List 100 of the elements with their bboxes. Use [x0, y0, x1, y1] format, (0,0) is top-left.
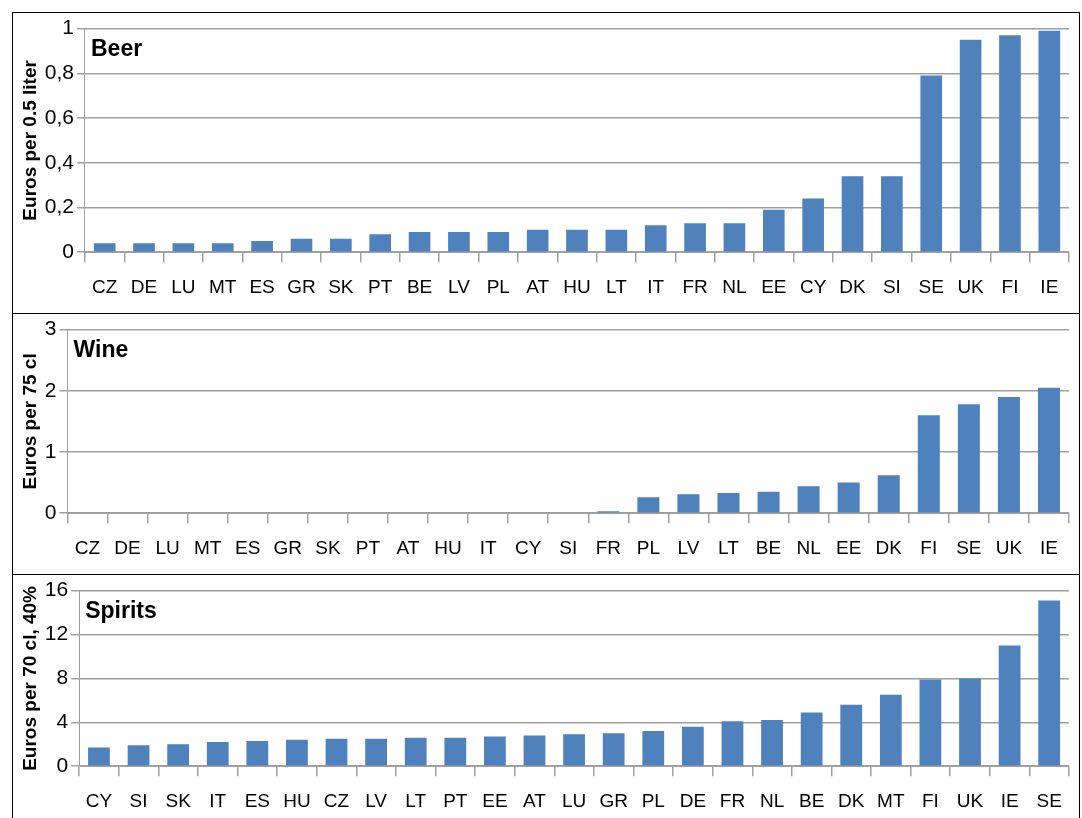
x-tick-label: LU	[561, 789, 587, 811]
x-tick-label: SK	[165, 789, 192, 811]
bar	[1038, 600, 1061, 766]
bar	[757, 491, 780, 513]
y-tick-label: 0,2	[44, 194, 74, 218]
x-tick-label: EE	[482, 789, 508, 811]
bar	[957, 404, 980, 513]
bar	[841, 176, 864, 252]
x-tick-label: CY	[799, 275, 827, 297]
x-tick-label: LT	[605, 275, 628, 297]
x-tick-label: CZ	[323, 789, 350, 811]
bar	[172, 243, 195, 252]
x-tick-label: SK	[315, 536, 341, 558]
bar	[133, 243, 155, 252]
x-tick-label: LU	[155, 536, 180, 558]
x-tick-label: PT	[355, 536, 381, 558]
x-tick-label: CZ	[92, 275, 118, 297]
x-tick-label: IT	[647, 275, 665, 297]
bar	[840, 704, 863, 766]
y-tick-label: 0,4	[44, 149, 75, 173]
x-tick-label: PL	[636, 536, 660, 558]
x-tick-label: FI	[1001, 275, 1019, 297]
bar	[723, 223, 746, 252]
x-tick-label: DK	[838, 789, 865, 811]
x-tick-label: FI	[921, 789, 939, 811]
bar	[484, 736, 506, 766]
bar	[637, 497, 660, 513]
x-tick-label: IT	[209, 789, 227, 811]
bar	[959, 39, 982, 252]
bar	[290, 238, 313, 252]
x-tick-label: SE	[956, 536, 982, 558]
y-axis-title: Euros per 75 cl	[18, 353, 40, 490]
y-tick-label: 8	[56, 665, 69, 689]
y-tick-label: 12	[44, 621, 69, 645]
bar	[881, 176, 903, 252]
bar	[404, 737, 427, 766]
x-tick-label: IT	[479, 536, 497, 558]
x-tick-label: FR	[682, 275, 708, 297]
x-tick-label: FI	[920, 536, 938, 558]
bar	[717, 493, 740, 513]
y-tick-label: 1	[62, 15, 74, 39]
x-tick-label: BE	[755, 536, 782, 558]
bar	[800, 712, 823, 766]
x-tick-label: PT	[368, 275, 393, 297]
x-tick-label: LT	[718, 536, 740, 558]
x-tick-label: SE	[918, 275, 944, 297]
y-axis-title: Euros per 0.5 liter	[18, 59, 40, 221]
x-tick-label: SI	[559, 536, 578, 558]
x-tick-label: LV	[365, 789, 388, 811]
x-tick-label: EE	[761, 275, 787, 297]
x-tick-label: SI	[882, 275, 901, 297]
chart-title: Beer	[90, 35, 143, 62]
x-tick-label: NL	[722, 275, 747, 297]
x-tick-label: SI	[129, 789, 148, 811]
x-tick-label: NL	[759, 789, 785, 811]
x-tick-label: ES	[235, 536, 261, 558]
bar	[444, 737, 467, 766]
bar	[365, 738, 387, 766]
bar	[330, 238, 352, 252]
x-tick-label: DK	[839, 275, 867, 297]
bar	[999, 35, 1021, 252]
y-tick-label: 1	[44, 438, 57, 462]
x-tick-label: BE	[406, 275, 433, 297]
x-tick-label: SK	[328, 275, 354, 297]
x-tick-label: AT	[396, 536, 420, 558]
x-tick-label: CZ	[74, 536, 101, 558]
y-tick-label: 4	[56, 709, 69, 733]
x-tick-label: GR	[273, 536, 303, 558]
x-tick-label: PL	[486, 275, 510, 297]
x-tick-label: IE	[1039, 536, 1058, 558]
bar	[246, 740, 269, 766]
y-tick-label: 3	[44, 316, 57, 340]
y-axis-title: Euros per 70 cl, 40%	[18, 585, 40, 771]
x-tick-label: LV	[677, 536, 700, 558]
bar	[919, 679, 942, 766]
x-tick-label: MT	[877, 789, 905, 811]
bar	[997, 396, 1020, 513]
x-tick-label: CY	[514, 536, 542, 558]
x-tick-label: PT	[443, 789, 468, 811]
x-tick-label: ES	[244, 789, 271, 811]
bar	[1038, 30, 1061, 252]
y-tick-label: 0	[56, 753, 69, 776]
bar	[917, 415, 940, 513]
bar	[408, 232, 431, 252]
bar	[644, 225, 667, 252]
bar	[487, 232, 510, 252]
x-tick-label: LU	[171, 275, 196, 297]
y-tick-label: 16	[44, 577, 69, 601]
bar	[369, 234, 392, 252]
x-tick-label: UK	[957, 275, 985, 297]
x-tick-label: UK	[956, 789, 984, 811]
x-tick-label: BE	[798, 789, 825, 811]
bar	[681, 726, 704, 766]
bar	[959, 678, 981, 766]
x-tick-label: EE	[835, 536, 862, 558]
bar	[920, 75, 943, 252]
y-tick-label: 0,6	[44, 104, 74, 128]
bar	[211, 243, 234, 252]
bar	[762, 209, 785, 252]
x-tick-label: FR	[719, 789, 746, 811]
